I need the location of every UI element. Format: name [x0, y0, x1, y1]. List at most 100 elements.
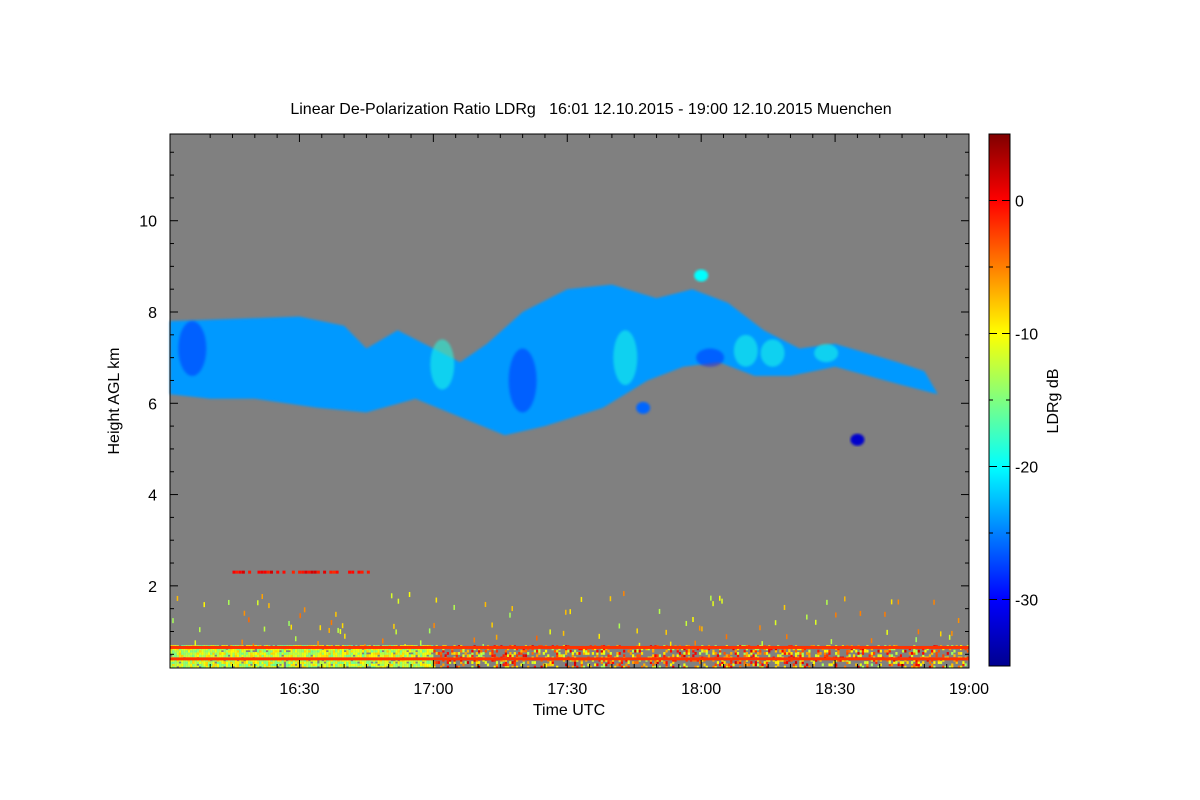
- plot-frame: [169, 133, 970, 669]
- x-tick-label: 16:30: [279, 681, 319, 698]
- boundary-layer-pixel: [348, 663, 351, 667]
- aerosol-line-pixel: [316, 570, 320, 574]
- boundary-layer-pixel: [181, 665, 184, 669]
- boundary-layer-pixel: [857, 654, 860, 658]
- boundary-layer-pixel: [404, 661, 407, 664]
- boundary-layer-pixel: [344, 652, 347, 655]
- sparse-signal-pixel: [317, 641, 319, 647]
- boundary-layer-pixel: [207, 649, 211, 653]
- aerosol-line-pixel: [248, 570, 252, 574]
- boundary-layer-pixel: [254, 661, 258, 664]
- boundary-layer-pixel: [520, 652, 523, 655]
- sparse-signal-pixel: [536, 635, 538, 641]
- boundary-layer-pixel: [777, 661, 780, 664]
- boundary-layer-pixel: [205, 649, 208, 653]
- boundary-layer-pixel: [571, 654, 574, 658]
- boundary-layer-pixel: [658, 654, 661, 658]
- boundary-layer-pixel: [754, 654, 757, 658]
- boundary-layer-pixel: [683, 665, 686, 669]
- boundary-layer-pixel: [426, 665, 429, 669]
- boundary-layer-pixel: [408, 649, 412, 653]
- boundary-layer-pixel: [172, 663, 175, 667]
- boundary-layer-pixel: [294, 661, 298, 664]
- boundary-layer-pixel: [783, 661, 786, 664]
- boundary-layer-pixel: [902, 661, 905, 664]
- boundary-layer-pixel: [850, 649, 853, 653]
- boundary-layer-pixel: [631, 654, 635, 658]
- boundary-layer-pixel: [332, 649, 336, 653]
- boundary-layer-pixel: [620, 661, 624, 664]
- boundary-layer-pixel: [181, 649, 184, 653]
- boundary-layer-pixel: [879, 654, 882, 658]
- boundary-layer-pixel: [379, 649, 382, 653]
- boundary-layer-pixel: [370, 652, 374, 655]
- boundary-layer-pixel: [623, 649, 626, 653]
- boundary-layer-pixel: [315, 665, 318, 669]
- boundary-layer-pixel: [395, 649, 398, 653]
- boundary-layer-pixel: [330, 649, 333, 653]
- boundary-layer-pixel: [261, 654, 264, 658]
- boundary-layer-pixel: [955, 661, 958, 664]
- boundary-layer-pixel: [185, 663, 188, 667]
- boundary-layer-pixel: [323, 654, 327, 658]
- boundary-layer-pixel: [265, 665, 269, 669]
- boundary-layer-pixel: [319, 652, 322, 655]
- boundary-layer-pixel: [268, 652, 271, 655]
- boundary-layer-pixel: [462, 654, 465, 658]
- boundary-layer-pixel: [382, 661, 385, 664]
- boundary-layer-pixel: [357, 663, 360, 667]
- boundary-layer-pixel: [221, 652, 224, 655]
- boundary-layer-pixel: [719, 649, 722, 653]
- boundary-layer-pixel: [210, 654, 213, 658]
- boundary-layer-pixel: [861, 665, 865, 669]
- boundary-layer-pixel: [236, 663, 240, 667]
- boundary-layer-pixel: [203, 649, 206, 653]
- boundary-layer-pixel: [848, 654, 851, 658]
- sparse-signal-pixel: [636, 628, 638, 634]
- chart-title: Linear De-Polarization Ratio LDRg 16:01 …: [290, 101, 891, 118]
- boundary-layer-pixel: [261, 665, 264, 669]
- boundary-layer-pixel: [727, 654, 731, 658]
- sparse-signal-pixel: [623, 591, 625, 597]
- boundary-layer-pixel: [808, 652, 811, 655]
- boundary-layer-pixel: [257, 665, 260, 669]
- boundary-layer-pixel: [879, 649, 882, 653]
- boundary-layer-pixel: [366, 661, 369, 664]
- boundary-layer-pixel: [317, 649, 320, 653]
- boundary-layer-pixel: [861, 649, 865, 653]
- boundary-layer-pixel: [902, 649, 905, 653]
- boundary-layer-pixel: [250, 654, 253, 658]
- boundary-layer-pixel: [245, 654, 249, 658]
- sparse-signal-pixel: [257, 600, 259, 606]
- boundary-layer-pixel: [428, 665, 432, 669]
- boundary-layer-pixel: [515, 665, 519, 669]
- boundary-layer-pixel: [294, 652, 298, 655]
- boundary-layer-pixel: [500, 661, 503, 664]
- boundary-layer-pixel: [411, 665, 414, 669]
- boundary-layer-pixel: [600, 649, 603, 653]
- boundary-layer-pixel: [332, 665, 336, 669]
- boundary-layer-pixel: [913, 652, 916, 655]
- boundary-layer-pixel: [270, 652, 273, 655]
- boundary-layer-pixel: [527, 652, 530, 655]
- boundary-layer-pixel: [549, 663, 552, 667]
- sparse-signal-pixel: [951, 630, 953, 636]
- boundary-layer-pixel: [640, 665, 644, 669]
- boundary-layer-pixel: [870, 654, 873, 658]
- boundary-layer-pixel: [373, 661, 376, 664]
- boundary-layer-pixel: [230, 665, 233, 669]
- boundary-layer-pixel: [913, 663, 916, 667]
- boundary-layer-pixel: [609, 652, 612, 655]
- boundary-layer-pixel: [364, 649, 367, 653]
- boundary-layer-pixel: [245, 663, 249, 667]
- boundary-layer-pixel: [216, 665, 220, 669]
- boundary-layer-pixel: [437, 661, 441, 664]
- boundary-layer-pixel: [960, 652, 963, 655]
- boundary-layer-pixel: [390, 649, 394, 653]
- boundary-layer-pixel: [281, 652, 284, 655]
- boundary-layer-pixel: [312, 665, 316, 669]
- boundary-layer-pixel: [339, 663, 342, 667]
- boundary-layer-pixel: [312, 663, 316, 667]
- boundary-layer-pixel: [297, 661, 300, 664]
- boundary-layer-pixel: [339, 665, 342, 669]
